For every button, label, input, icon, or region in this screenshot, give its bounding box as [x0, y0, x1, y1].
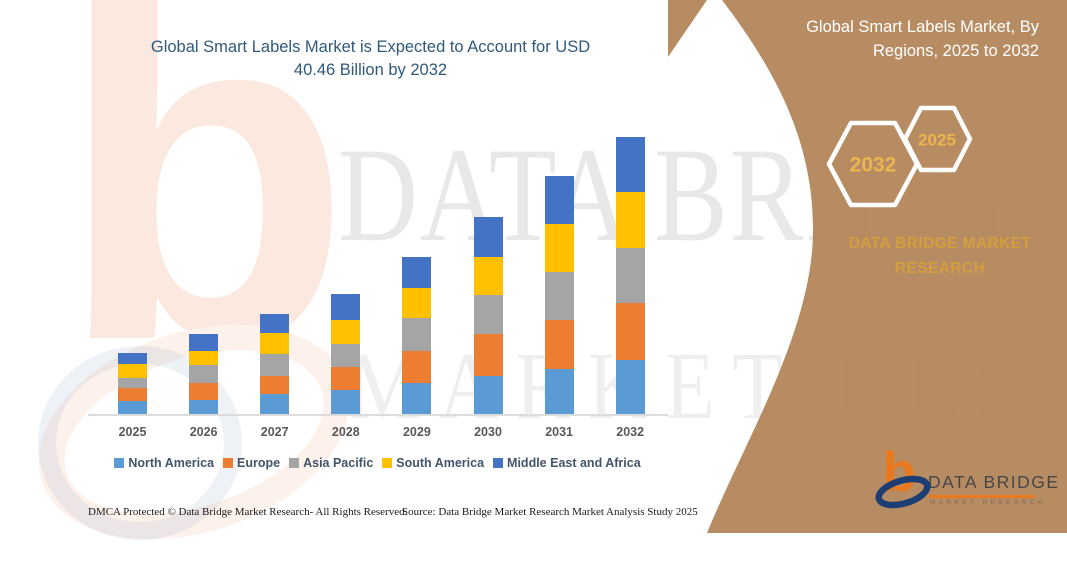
sidebar-brand-line2: RESEARCH [894, 260, 986, 277]
segment-2032-middle-east-and-africa [615, 137, 645, 192]
segment-2026-south-america [189, 351, 219, 365]
segment-2025-middle-east-and-africa [118, 353, 147, 365]
segment-2029-asia-pacific [402, 318, 432, 352]
legend-label: Asia Pacific [303, 456, 374, 470]
sidebar-corner-triangle [668, 0, 707, 57]
segment-2031-middle-east-and-africa [544, 176, 574, 225]
segment-2025-south-america [118, 364, 147, 378]
x-label-2028: 2028 [331, 425, 360, 439]
segment-2030-north-america [473, 376, 503, 414]
sidebar-title-line2: Regions, 2025 to 2032 [872, 41, 1039, 60]
hexagon-2025 [902, 105, 973, 173]
segment-2032-asia-pacific [615, 248, 645, 304]
footer-source: Source: Data Bridge Market Research Mark… [402, 506, 698, 518]
segment-2031-south-america [544, 224, 574, 272]
hexagon-2025-label: 2025 [918, 131, 956, 150]
segment-2027-asia-pacific [260, 354, 290, 377]
segment-2029-middle-east-and-africa [402, 257, 432, 289]
bar-2029 [402, 257, 432, 414]
segment-2030-south-america [473, 257, 503, 295]
legend-swatch-icon [493, 458, 504, 468]
segment-2027-south-america [260, 332, 290, 355]
logo-subtext: MARKET RESEARCH [930, 499, 1046, 506]
legend-swatch-icon [382, 458, 393, 468]
x-label-2031: 2031 [545, 425, 573, 439]
legend-item-south-america: South America [382, 456, 484, 470]
bar-2028 [331, 294, 361, 414]
legend-swatch-icon [223, 458, 234, 468]
segment-2028-north-america [331, 390, 361, 414]
segment-2028-south-america [331, 319, 361, 344]
legend-item-asia-pacific: Asia Pacific [289, 456, 373, 470]
sidebar-brand-line1: DATA BRIDGE MARKET [848, 235, 1032, 252]
sidebar-brand-text: DATA BRIDGE MARKET RESEARCH [810, 231, 1067, 281]
x-label-2029: 2029 [402, 425, 431, 439]
x-label-2026: 2026 [189, 425, 218, 439]
bar-2030 [473, 216, 503, 414]
segment-2030-europe [473, 333, 503, 377]
segment-2026-north-america [189, 400, 219, 414]
segment-2029-europe [402, 351, 432, 383]
segment-2030-asia-pacific [473, 294, 503, 334]
x-label-2030: 2030 [474, 425, 502, 439]
segment-2025-europe [118, 388, 147, 401]
bar-2026 [189, 333, 219, 414]
bar-2032 [615, 137, 645, 414]
segment-2031-north-america [544, 368, 574, 414]
sidebar-graphic: 2032 2025 [668, 0, 1067, 533]
chart-title-line1: Global Smart Labels Market is Expected t… [150, 38, 591, 56]
segment-2029-south-america [402, 288, 432, 319]
sidebar-background [707, 0, 1067, 533]
x-label-2032: 2032 [616, 425, 645, 439]
segment-2032-south-america [615, 191, 645, 249]
chart-title: Global Smart Labels Market is Expected t… [98, 36, 643, 82]
segment-2028-middle-east-and-africa [331, 294, 361, 320]
logo-b-icon: b [882, 440, 917, 503]
legend-item-north-america: North America [114, 456, 214, 470]
segment-2028-europe [331, 367, 361, 391]
chart-title-line2: 40.46 Billion by 2032 [293, 61, 448, 79]
footer-copyright: DMCA Protected © Data Bridge Market Rese… [88, 506, 408, 518]
segment-2026-middle-east-and-africa [189, 333, 219, 352]
legend-label: Middle East and Africa [507, 456, 641, 470]
x-label-2027: 2027 [260, 425, 289, 439]
hexagon-2032-label: 2032 [850, 154, 897, 177]
segment-2031-europe [544, 319, 574, 369]
logo-wordmark: DATA BRIDGE [928, 472, 1060, 492]
segment-2032-north-america [615, 359, 645, 414]
sidebar-title: Global Smart Labels Market, By Regions, … [739, 16, 1039, 63]
logo-underline [929, 495, 1035, 498]
legend-label: Europe [237, 456, 281, 470]
segment-2028-asia-pacific [331, 343, 361, 368]
chart-legend: North America Europe Asia Pacific South Ame… [85, 456, 670, 470]
segment-2032-europe [615, 303, 645, 360]
segment-2030-middle-east-and-africa [473, 216, 503, 258]
segment-2027-europe [260, 376, 290, 395]
bar-2031 [544, 176, 574, 414]
bar-2027 [260, 314, 290, 414]
segment-2031-asia-pacific [544, 271, 574, 320]
segment-2025-asia-pacific [118, 377, 147, 388]
segment-2027-north-america [260, 394, 290, 414]
stacked-bar-plot [118, 137, 645, 414]
legend-item-europe: Europe [223, 456, 280, 470]
x-label-2025: 2025 [118, 425, 147, 439]
legend-swatch-icon [289, 458, 300, 468]
logo-swoosh-icon [875, 475, 931, 509]
segment-2026-europe [189, 382, 219, 401]
sidebar-title-line1: Global Smart Labels Market, By [806, 18, 1039, 36]
x-axis-line [88, 414, 668, 416]
legend-label: North America [128, 456, 215, 470]
legend-item-middle-east-and-africa: Middle East and Africa [493, 456, 641, 470]
segment-2025-north-america [118, 401, 147, 414]
legend-swatch-icon [114, 458, 125, 468]
bar-2025 [118, 353, 147, 414]
segment-2027-middle-east-and-africa [260, 314, 290, 333]
legend-label: South America [396, 456, 485, 470]
segment-2029-north-america [402, 382, 432, 414]
segment-2026-asia-pacific [189, 364, 219, 383]
